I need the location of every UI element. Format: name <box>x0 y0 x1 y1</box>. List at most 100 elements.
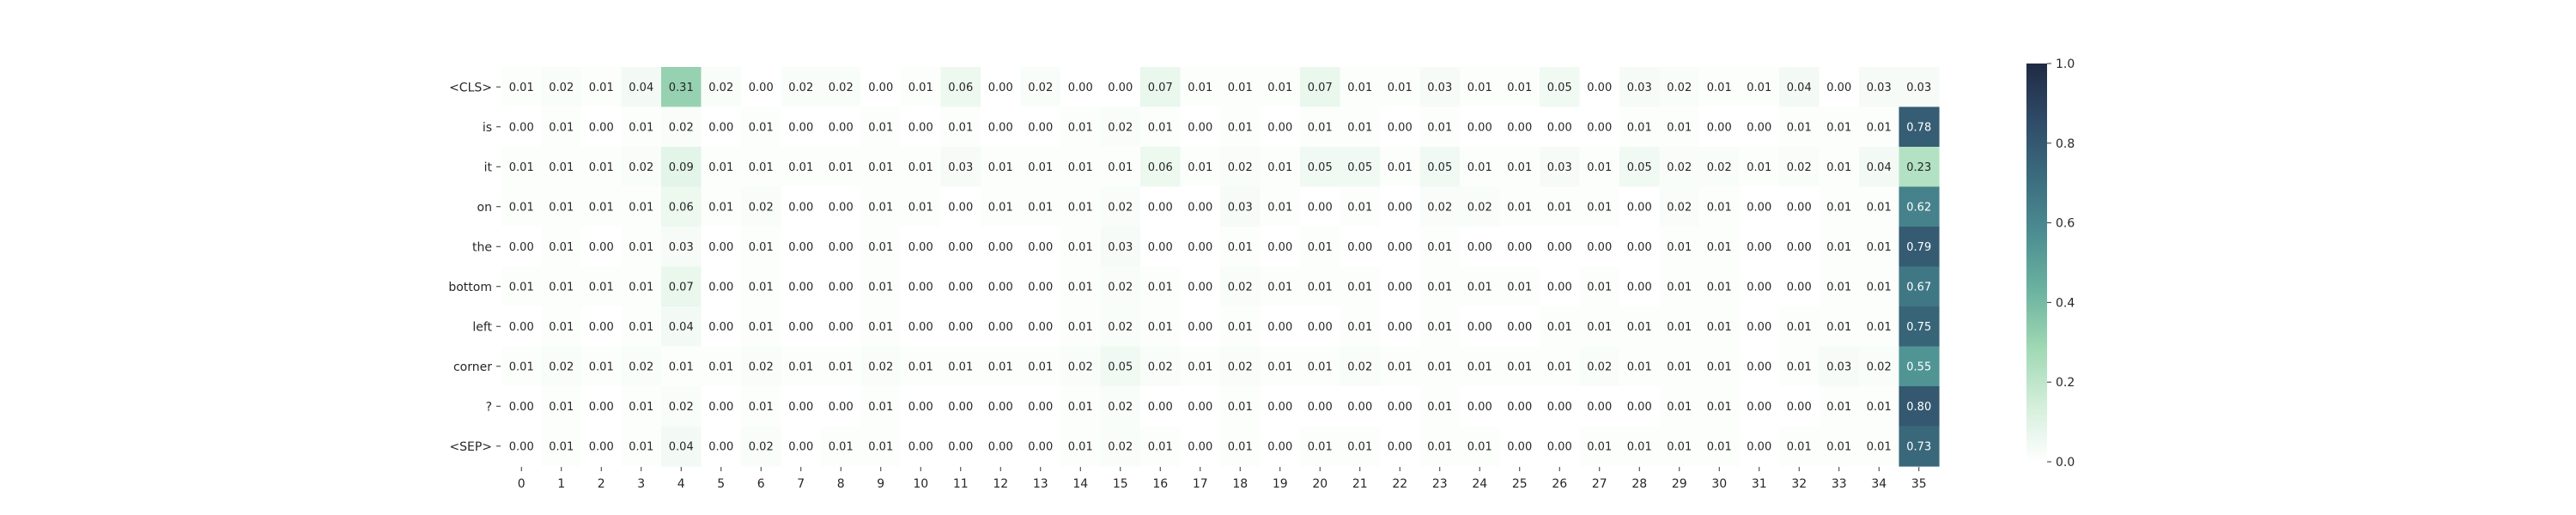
cell-value-label: 0.01 <box>1427 121 1452 134</box>
cell-value-label: 0.00 <box>829 281 854 294</box>
heatmap-cell-r4-c30 <box>1699 227 1741 268</box>
heatmap-cell-r0-c8 <box>821 67 862 108</box>
heatmap-cell-r6-c35 <box>1899 306 1940 348</box>
heatmap-cell-r3-c34 <box>1859 186 1900 227</box>
heatmap-cell-r7-c30 <box>1699 346 1741 387</box>
col-label-9: 9 <box>877 477 884 491</box>
cell-value-label: 0.00 <box>988 121 1013 134</box>
heatmap-cell-r9-c20 <box>1300 426 1341 467</box>
cell-value-label: 0.00 <box>1587 241 1612 254</box>
heatmap-cell-r5-c27 <box>1579 266 1620 307</box>
cell-value-label: 0.01 <box>988 360 1013 373</box>
heatmap-cell-r1-c0 <box>501 106 543 148</box>
col-label-23: 23 <box>1432 477 1448 491</box>
heatmap-cell-r6-c18 <box>1220 306 1261 348</box>
heatmap-cell-r7-c5 <box>701 346 742 387</box>
heatmap-cell-r3-c20 <box>1300 186 1341 227</box>
cell-value-label: 0.01 <box>1228 401 1253 414</box>
heatmap-cell-r2-c33 <box>1819 147 1860 188</box>
cell-value-label: 0.00 <box>1547 440 1572 453</box>
cell-value-label: 0.00 <box>868 82 893 94</box>
cell-value-label: 0.01 <box>749 161 774 174</box>
heatmap-cell-r7-c6 <box>741 346 782 387</box>
cell-value-label: 0.01 <box>1667 321 1692 334</box>
heatmap-cell-r4-c15 <box>1100 227 1141 268</box>
cell-value-label: 0.00 <box>988 401 1013 414</box>
cell-value-label: 0.01 <box>1547 321 1572 334</box>
row-label-3: on <box>477 201 492 215</box>
cell-value-label: 0.00 <box>788 440 813 453</box>
heatmap-cell-r0-c10 <box>901 67 942 108</box>
cell-value-label: 0.01 <box>1826 241 1851 254</box>
cell-value-label: 0.01 <box>629 241 653 254</box>
cell-value-label: 0.00 <box>589 241 614 254</box>
cell-value-label: 0.01 <box>1507 281 1532 294</box>
heatmap-cell-r9-c19 <box>1260 426 1301 467</box>
col-label-26: 26 <box>1552 477 1567 491</box>
heatmap-cell-r7-c12 <box>981 346 1022 387</box>
cell-value-label: 0.02 <box>788 82 813 94</box>
cell-value-label: 0.00 <box>589 440 614 453</box>
heatmap-cell-r5-c1 <box>541 266 582 307</box>
heatmap-cell-r6-c14 <box>1060 306 1102 348</box>
cell-value-label: 0.00 <box>1787 281 1812 294</box>
heatmap-cell-r2-c20 <box>1300 147 1341 188</box>
heatmap-cell-r1-c30 <box>1699 106 1741 148</box>
heatmap-cell-r4-c11 <box>940 227 981 268</box>
cell-value-label: 0.01 <box>549 440 574 453</box>
cell-value-label: 0.00 <box>1188 401 1212 414</box>
heatmap-cell-r2-c2 <box>581 147 623 188</box>
cell-value-label: 0.01 <box>1467 281 1492 294</box>
heatmap-cell-r9-c35 <box>1899 426 1940 467</box>
heatmap-cell-r8-c26 <box>1540 386 1581 427</box>
cell-value-label: 0.01 <box>1507 360 1532 373</box>
cell-value-label: 0.01 <box>1867 281 1892 294</box>
heatmap-cell-r0-c13 <box>1020 67 1061 108</box>
cell-value-label: 0.01 <box>868 161 893 174</box>
cell-value-label: 0.00 <box>1547 241 1572 254</box>
cell-value-label: 0.75 <box>1906 321 1931 334</box>
cell-value-label: 0.04 <box>1867 161 1892 174</box>
heatmap-cell-r1-c13 <box>1020 106 1061 148</box>
cell-value-label: 0.01 <box>829 440 854 453</box>
cell-value-label: 0.01 <box>1427 281 1452 294</box>
cell-value-label: 0.55 <box>1906 360 1931 373</box>
heatmap-cell-r9-c33 <box>1819 426 1860 467</box>
cell-value-label: 0.01 <box>589 161 614 174</box>
cell-value-label: 0.04 <box>629 82 653 94</box>
heatmap-cell-r2-c14 <box>1060 147 1102 188</box>
heatmap-cell-r2-c17 <box>1180 147 1221 188</box>
cell-value-label: 0.01 <box>1587 281 1612 294</box>
cell-value-label: 0.02 <box>1068 360 1093 373</box>
heatmap-cell-r4-c28 <box>1619 227 1661 268</box>
cell-value-label: 0.00 <box>708 401 733 414</box>
col-label-1: 1 <box>557 477 565 491</box>
heatmap-cell-r0-c14 <box>1060 67 1102 108</box>
cell-value-label: 0.05 <box>1547 82 1572 94</box>
heatmap-cell-r8-c33 <box>1819 386 1860 427</box>
heatmap-cell-r2-c0 <box>501 147 543 188</box>
heatmap-cell-r6-c19 <box>1260 306 1301 348</box>
cell-value-label: 0.00 <box>1627 281 1652 294</box>
cell-value-label: 0.01 <box>549 281 574 294</box>
cell-value-label: 0.79 <box>1906 241 1931 254</box>
cell-value-label: 0.01 <box>1667 121 1692 134</box>
heatmap-cell-r7-c32 <box>1779 346 1820 387</box>
heatmap-cell-r3-c3 <box>621 186 662 227</box>
cell-value-label: 0.02 <box>749 440 774 453</box>
heatmap-cell-r2-c12 <box>981 147 1022 188</box>
heatmap-cell-r5-c29 <box>1659 266 1700 307</box>
heatmap-cell-r3-c33 <box>1819 186 1860 227</box>
cell-value-label: 0.01 <box>549 201 574 214</box>
cell-value-label: 0.02 <box>629 360 653 373</box>
heatmap-cell-r0-c31 <box>1739 67 1780 108</box>
col-label-19: 19 <box>1273 477 1288 491</box>
cell-value-label: 0.02 <box>549 360 574 373</box>
cell-value-label: 0.02 <box>1427 201 1452 214</box>
heatmap-cell-r6-c15 <box>1100 306 1141 348</box>
heatmap-cell-r3-c21 <box>1340 186 1381 227</box>
heatmap-cell-r3-c28 <box>1619 186 1661 227</box>
heatmap-cell-r2-c27 <box>1579 147 1620 188</box>
cell-value-label: 0.01 <box>629 201 653 214</box>
cell-value-label: 0.07 <box>1148 82 1173 94</box>
